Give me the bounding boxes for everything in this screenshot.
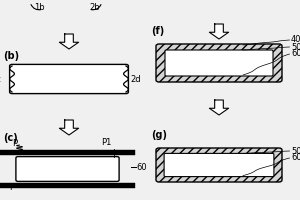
Text: 50: 50 bbox=[291, 43, 300, 51]
Text: 2b: 2b bbox=[89, 2, 100, 11]
FancyBboxPatch shape bbox=[164, 153, 274, 177]
FancyBboxPatch shape bbox=[156, 148, 282, 182]
Text: (g): (g) bbox=[152, 130, 167, 140]
FancyBboxPatch shape bbox=[165, 50, 273, 76]
Text: 2d: 2d bbox=[130, 74, 141, 84]
Bar bbox=[0, 183, 135, 188]
Text: 2c: 2c bbox=[0, 74, 2, 84]
Polygon shape bbox=[209, 100, 229, 115]
Bar bbox=[0, 150, 135, 155]
Text: P: P bbox=[12, 138, 17, 148]
FancyBboxPatch shape bbox=[16, 157, 119, 181]
Text: 60: 60 bbox=[136, 162, 147, 171]
Text: 50: 50 bbox=[291, 146, 300, 156]
Polygon shape bbox=[59, 120, 79, 135]
FancyBboxPatch shape bbox=[156, 44, 282, 82]
Text: (f): (f) bbox=[152, 26, 165, 36]
Polygon shape bbox=[59, 34, 79, 49]
Text: P1: P1 bbox=[101, 138, 112, 147]
Text: (b): (b) bbox=[3, 51, 19, 61]
Text: (c): (c) bbox=[3, 133, 18, 143]
Polygon shape bbox=[209, 24, 229, 39]
Text: 40: 40 bbox=[291, 36, 300, 45]
Text: 1b: 1b bbox=[34, 2, 44, 11]
Text: 60: 60 bbox=[291, 49, 300, 58]
FancyBboxPatch shape bbox=[10, 64, 128, 94]
Text: 60: 60 bbox=[291, 154, 300, 162]
Text: P: P bbox=[9, 182, 14, 192]
